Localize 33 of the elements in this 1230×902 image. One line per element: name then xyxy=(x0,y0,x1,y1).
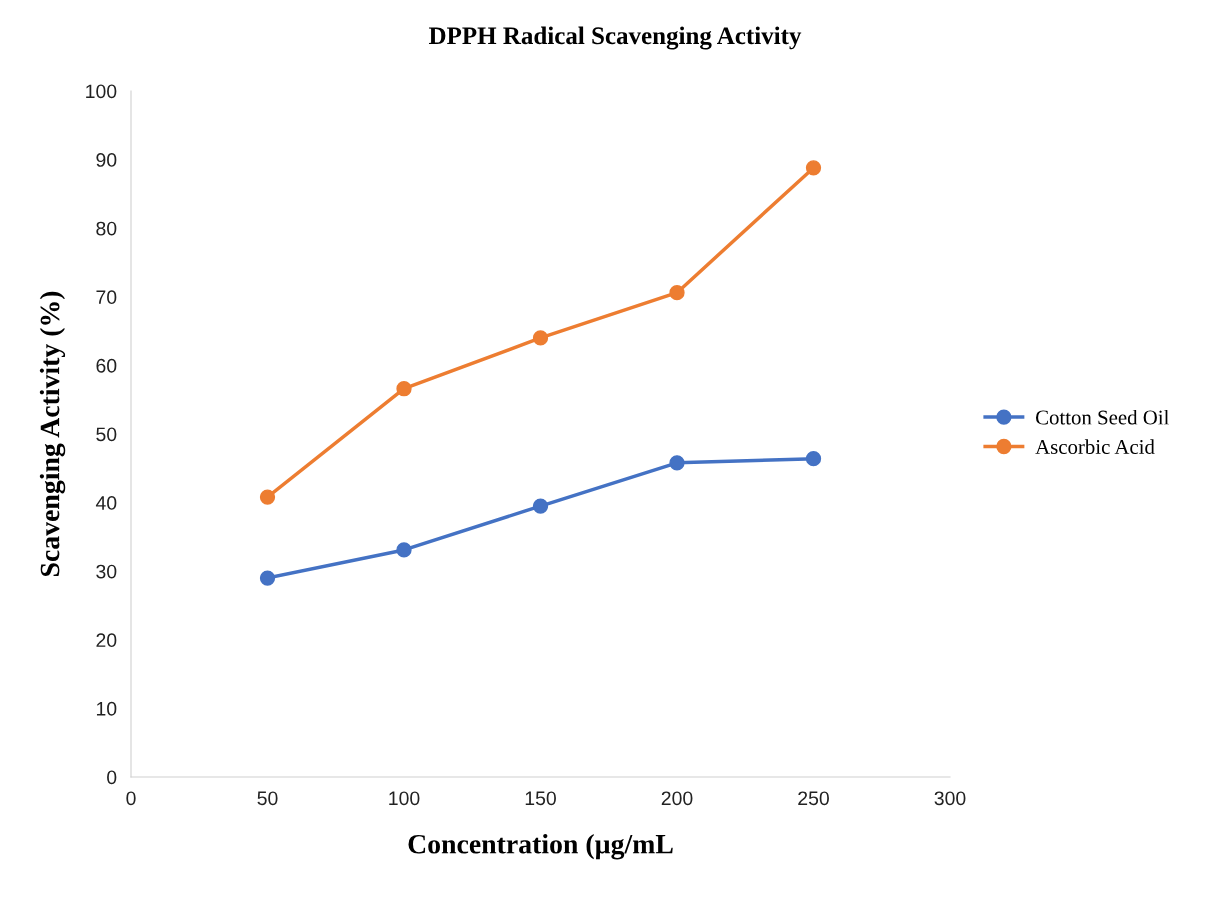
x-tick-label: 300 xyxy=(934,791,966,806)
point xyxy=(805,160,822,176)
x-tick-label: 200 xyxy=(661,791,693,806)
legend-label: Cotton Seed Oil xyxy=(1035,409,1169,425)
y-axis-title: Scavenging Activity (%) xyxy=(39,291,66,577)
x-tick-label: 100 xyxy=(389,791,420,806)
point xyxy=(396,542,412,558)
x-tick-label: 50 xyxy=(257,791,278,806)
x-tick-label: 250 xyxy=(798,791,829,806)
point xyxy=(669,455,685,471)
y-tick-label: 0 xyxy=(107,770,117,785)
y-tick-label: 40 xyxy=(95,496,117,510)
point xyxy=(669,285,685,301)
chart-title: DPPH Radical Scavenging Activity xyxy=(428,26,802,50)
y-tick-label: 20 xyxy=(96,633,117,648)
point xyxy=(532,330,549,346)
point xyxy=(259,489,276,505)
y-tick-label: 70 xyxy=(96,290,117,305)
y-tick-label: 90 xyxy=(96,153,117,167)
y-tick-label: 50 xyxy=(96,427,117,442)
point xyxy=(396,381,412,397)
legend-label: Ascorbic Acid xyxy=(1035,439,1155,454)
y-tick-label: 10 xyxy=(96,701,117,716)
y-tick-label: 100 xyxy=(86,84,117,99)
point xyxy=(259,570,276,586)
y-tick-label: 80 xyxy=(96,221,117,236)
x-tick-label: 150 xyxy=(525,791,556,806)
point xyxy=(532,498,549,514)
point xyxy=(805,451,822,467)
y-tick-label: 60 xyxy=(96,358,117,373)
x-tick-label: 0 xyxy=(126,791,136,806)
x-axis-title: Concentration (µg/mL xyxy=(408,834,673,860)
y-tick-label: 30 xyxy=(96,564,117,579)
